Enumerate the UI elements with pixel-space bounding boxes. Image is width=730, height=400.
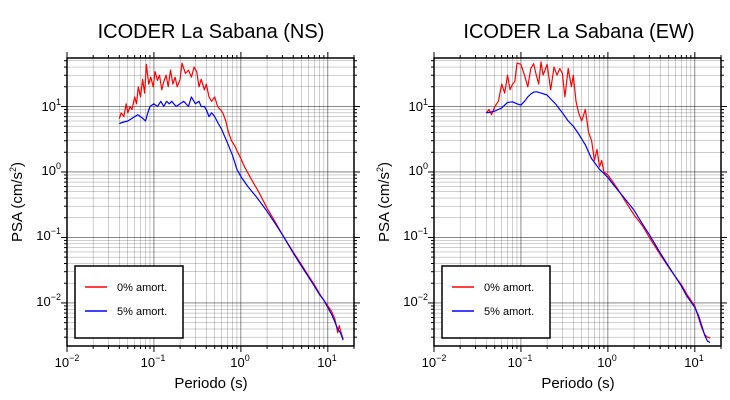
series-line-0pct <box>118 62 344 340</box>
y-tick-label: 10−2 <box>403 292 428 309</box>
x-tick-label: 101 <box>317 353 336 370</box>
y-tick-label: 101 <box>409 97 428 114</box>
chart-title-ew: ICODER La Sabana (EW) <box>463 21 694 43</box>
legend-label-red: 0% amort. <box>117 282 167 294</box>
x-axis-label-ns: Periodo (s) <box>174 375 247 392</box>
legend-label-blue: 5% amort. <box>484 306 534 318</box>
y-tick-label: 100 <box>42 161 61 178</box>
x-tick-label: 101 <box>684 353 703 370</box>
legend-label-red: 0% amort. <box>484 282 534 294</box>
y-axis-label-ns: PSA (cm/s2) <box>8 162 26 242</box>
ticks-ew <box>428 52 727 352</box>
x-tick-label: 10−1 <box>508 353 533 370</box>
plot-area-ns <box>118 62 344 341</box>
chart-title-ns: ICODER La Sabana (NS) <box>98 21 325 43</box>
y-tick-labels-ns: 10−2 10−1 100 101 <box>36 97 61 309</box>
x-tick-labels-ew: 10−2 10−1 100 101 <box>422 353 704 370</box>
plot-frame-ew <box>433 57 722 347</box>
y-tick-labels-ew: 10−2 10−1 100 101 <box>403 97 428 309</box>
x-tick-label: 10−2 <box>55 353 80 370</box>
chart-ew: ICODER La Sabana (EW) 10−2 10−1 100 101 … <box>375 21 727 392</box>
y-tick-label: 10−1 <box>403 226 428 243</box>
legend-label-blue: 5% amort. <box>117 306 167 318</box>
y-tick-label: 101 <box>42 97 61 114</box>
ticks-ns <box>61 52 360 352</box>
y-tick-label: 10−2 <box>36 292 61 309</box>
legend-ns: 0% amort. 5% amort. <box>74 265 184 339</box>
x-tick-labels-ns: 10−2 10−1 100 101 <box>55 353 337 370</box>
series-line-5pct <box>486 91 711 343</box>
x-tick-label: 10−1 <box>141 353 166 370</box>
series-line-5pct <box>119 96 344 341</box>
y-tick-label: 10−1 <box>36 226 61 243</box>
x-tick-label: 100 <box>230 353 249 370</box>
y-tick-label: 100 <box>409 161 428 178</box>
legend-ew: 0% amort. 5% amort. <box>441 265 551 339</box>
plot-area-ew <box>485 61 711 343</box>
x-tick-label: 100 <box>597 353 616 370</box>
chart-ns: ICODER La Sabana (NS) 10−2 10−1 100 101 … <box>8 21 360 392</box>
x-tick-label: 10−2 <box>422 353 447 370</box>
legend-box <box>74 265 184 339</box>
x-axis-label-ew: Periodo (s) <box>541 375 614 392</box>
plot-frame-ns <box>66 57 355 347</box>
y-axis-label-ew: PSA (cm/s2) <box>375 162 393 242</box>
legend-box <box>441 265 551 339</box>
